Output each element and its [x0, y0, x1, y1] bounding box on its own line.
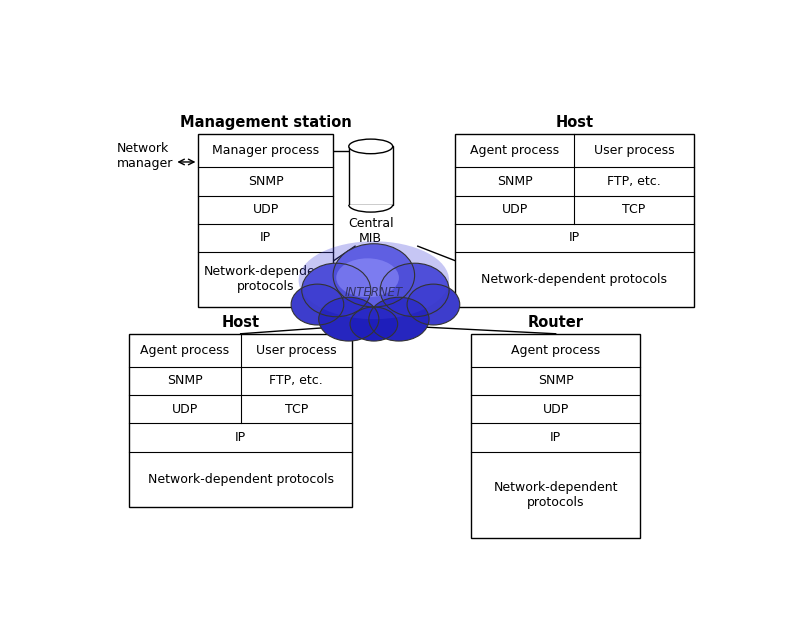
Text: Network-dependent protocols: Network-dependent protocols [147, 473, 333, 485]
Text: IP: IP [550, 431, 561, 444]
Text: Network
manager: Network manager [116, 142, 173, 170]
Bar [349, 205, 392, 212]
Text: Central
MIB: Central MIB [348, 217, 393, 245]
Text: IP: IP [260, 231, 271, 245]
Text: Network-dependent protocols: Network-dependent protocols [481, 273, 667, 286]
Ellipse shape [299, 241, 449, 319]
Bar [129, 334, 352, 506]
Text: UDP: UDP [502, 203, 528, 216]
Text: Router: Router [527, 315, 583, 330]
Bar [349, 147, 392, 205]
Text: UDP: UDP [543, 403, 569, 416]
Text: User process: User process [256, 344, 337, 357]
Bar [198, 134, 333, 307]
Text: Agent process: Agent process [141, 344, 230, 357]
Text: Network-dependent
protocols: Network-dependent protocols [493, 481, 618, 509]
Text: UDP: UDP [172, 403, 198, 416]
Ellipse shape [349, 139, 392, 154]
Ellipse shape [291, 284, 344, 325]
Text: TCP: TCP [285, 403, 308, 416]
Ellipse shape [380, 263, 449, 317]
Ellipse shape [302, 263, 371, 317]
Bar [455, 134, 693, 307]
Text: Host: Host [556, 116, 594, 130]
Text: FTP, etc.: FTP, etc. [608, 175, 661, 188]
Text: IP: IP [569, 231, 580, 245]
Text: Manager process: Manager process [212, 144, 320, 157]
Text: User process: User process [594, 144, 675, 157]
Ellipse shape [333, 244, 414, 307]
Text: SNMP: SNMP [248, 175, 283, 188]
Ellipse shape [369, 297, 429, 341]
Text: Host: Host [222, 315, 260, 330]
Text: Management station: Management station [180, 116, 352, 130]
Bar [471, 334, 640, 538]
Text: TCP: TCP [622, 203, 646, 216]
Text: FTP, etc.: FTP, etc. [269, 375, 323, 387]
Text: Agent process: Agent process [511, 344, 600, 357]
Text: IP: IP [235, 431, 246, 444]
Text: Agent process: Agent process [470, 144, 560, 157]
Text: UDP: UDP [252, 203, 279, 216]
Ellipse shape [407, 284, 460, 325]
Ellipse shape [319, 297, 379, 341]
Text: INTERNET: INTERNET [345, 286, 403, 299]
Text: SNMP: SNMP [497, 175, 533, 188]
Text: SNMP: SNMP [167, 375, 203, 387]
Text: Network-dependent
protocols: Network-dependent protocols [203, 265, 328, 293]
Text: SNMP: SNMP [538, 375, 574, 387]
Ellipse shape [350, 307, 398, 341]
Ellipse shape [337, 258, 399, 297]
